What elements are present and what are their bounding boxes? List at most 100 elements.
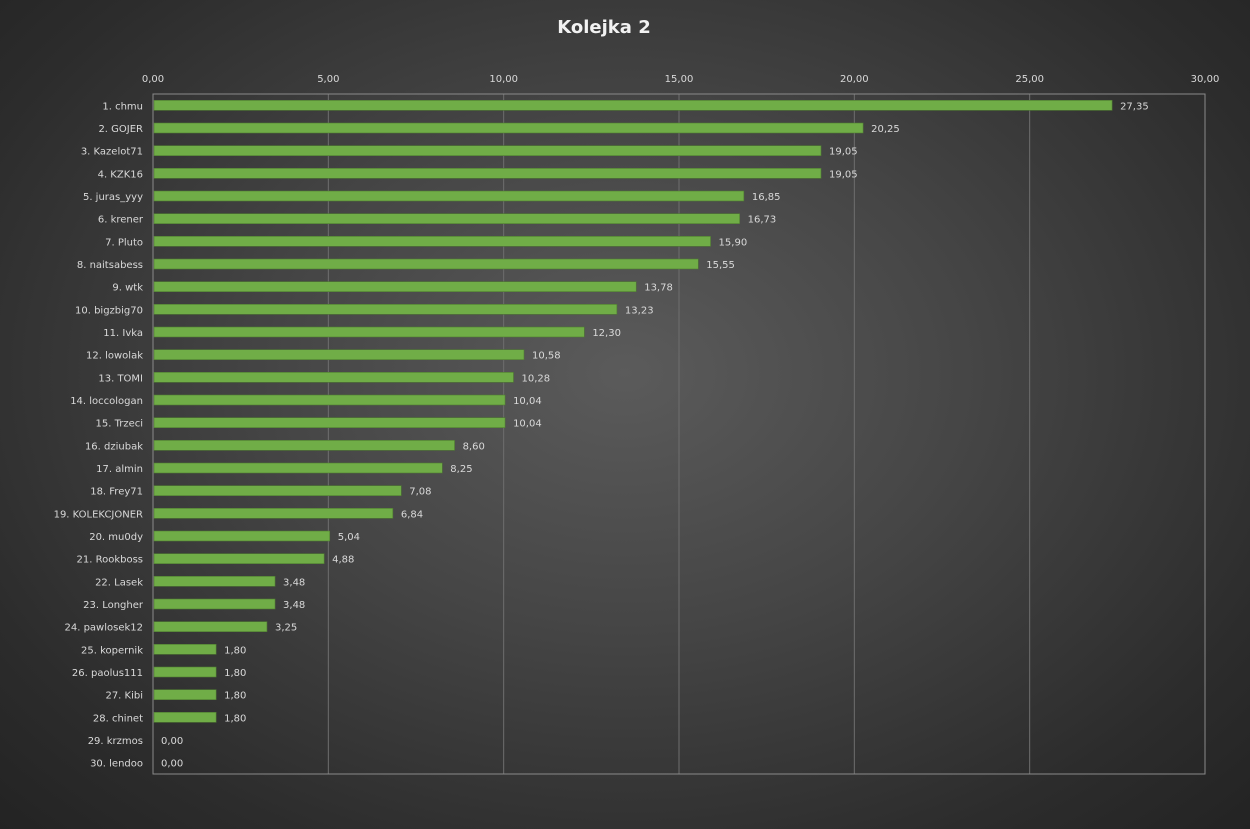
bar [153, 190, 745, 202]
data-label: 19,05 [829, 169, 858, 180]
data-label: 7,08 [409, 487, 431, 498]
data-label: 12,30 [592, 328, 621, 339]
bar [153, 530, 331, 542]
x-tick-label: 5,00 [317, 74, 339, 85]
data-label: 16,73 [748, 215, 777, 226]
bar [153, 462, 443, 474]
bar [153, 598, 276, 610]
category-label: 26. paolus111 [72, 668, 143, 679]
category-label: 15. Trzeci [95, 419, 143, 430]
data-label: 15,55 [706, 260, 735, 271]
category-label: 11. Ivka [103, 328, 143, 339]
bar [153, 122, 864, 134]
bar [153, 508, 394, 519]
category-label: 22. Lasek [95, 577, 143, 588]
data-label: 4,88 [332, 555, 354, 566]
bars: 1. chmu 27,35 2. GOJER 20,25 3. Kazelot71 19,… [54, 100, 1149, 770]
category-label: 18. Frey71 [90, 487, 143, 498]
bar [153, 100, 1113, 111]
data-label: 1,80 [224, 691, 246, 702]
bar [153, 440, 455, 451]
bar [153, 621, 268, 632]
data-label: 0,00 [161, 759, 183, 770]
category-label: 14. loccologan [70, 396, 143, 407]
data-label: 16,85 [752, 192, 781, 203]
chart-title: Kolejka 2 [557, 17, 650, 38]
category-label: 21. Rookboss [77, 555, 144, 566]
bar [153, 644, 217, 655]
data-label: 10,58 [532, 351, 561, 362]
data-label: 27,35 [1120, 101, 1149, 112]
bar [153, 349, 525, 360]
data-label: 20,25 [871, 124, 900, 135]
category-label: 13. TOMI [98, 373, 143, 384]
category-label: 12. lowolak [86, 351, 143, 362]
x-tick-label: 15,00 [665, 74, 694, 85]
category-label: 7. Pluto [105, 237, 143, 248]
category-label: 2. GOJER [98, 124, 143, 135]
data-label: 19,05 [829, 147, 858, 158]
category-label: 25. kopernik [81, 645, 143, 656]
bar [153, 576, 276, 587]
bar [153, 485, 402, 496]
data-label: 1,80 [224, 713, 246, 724]
data-label: 1,80 [224, 668, 246, 679]
x-axis-ticks: 0,00 5,00 10,00 15,00 20,00 25,00 30,00 [142, 74, 1219, 85]
bar [153, 236, 711, 247]
category-label: 19. KOLEKCJONER [54, 509, 143, 520]
data-label: 8,60 [463, 441, 485, 452]
data-label: 3,25 [275, 623, 297, 634]
category-label: 20. mu0dy [89, 532, 143, 543]
bar [153, 213, 740, 224]
bar [153, 258, 699, 270]
bar [153, 666, 217, 678]
data-label: 8,25 [450, 464, 472, 475]
bar [153, 553, 325, 564]
x-tick-label: 0,00 [142, 74, 164, 85]
category-label: 9. wtk [112, 283, 143, 294]
data-label: 13,78 [644, 283, 673, 294]
bar [153, 417, 506, 428]
data-label: 6,84 [401, 509, 423, 520]
bar [153, 326, 585, 338]
data-label: 1,80 [224, 645, 246, 656]
category-label: 8. naitsabess [77, 260, 143, 271]
data-label: 13,23 [625, 305, 654, 316]
data-label: 5,04 [338, 532, 360, 543]
category-label: 4. KZK16 [98, 169, 143, 180]
category-label: 29. krzmos [88, 736, 143, 747]
bar [153, 712, 217, 723]
bar [153, 394, 506, 406]
category-label: 23. Longher [83, 600, 144, 611]
plot-area-border [152, 93, 1206, 775]
data-label: 15,90 [719, 237, 748, 248]
bar [153, 145, 822, 156]
category-label: 16. dziubak [85, 441, 143, 452]
x-tick-label: 10,00 [489, 74, 518, 85]
x-tick-label: 20,00 [840, 74, 869, 85]
bar [153, 689, 217, 700]
data-label: 3,48 [283, 600, 305, 611]
category-label: 27. Kibi [105, 691, 143, 702]
category-label: 28. chinet [93, 713, 143, 724]
category-label: 17. almin [96, 464, 143, 475]
category-label: 10. bigzbig70 [75, 305, 143, 316]
category-label: 24. pawlosek12 [64, 623, 143, 634]
bar [153, 168, 822, 179]
bar [153, 304, 618, 315]
x-tick-label: 30,00 [1191, 74, 1220, 85]
category-label: 30. lendoo [90, 759, 143, 770]
data-label: 0,00 [161, 736, 183, 747]
category-label: 6. krener [98, 215, 144, 226]
category-label: 3. Kazelot71 [81, 147, 143, 158]
data-label: 10,28 [521, 373, 550, 384]
data-label: 10,04 [513, 396, 542, 407]
bar [153, 281, 637, 292]
category-label: 1. chmu [102, 101, 143, 112]
data-label: 10,04 [513, 419, 542, 430]
data-label: 3,48 [283, 577, 305, 588]
category-label: 5. juras_yyy [83, 192, 143, 203]
bar [153, 372, 514, 383]
x-tick-label: 25,00 [1015, 74, 1044, 85]
